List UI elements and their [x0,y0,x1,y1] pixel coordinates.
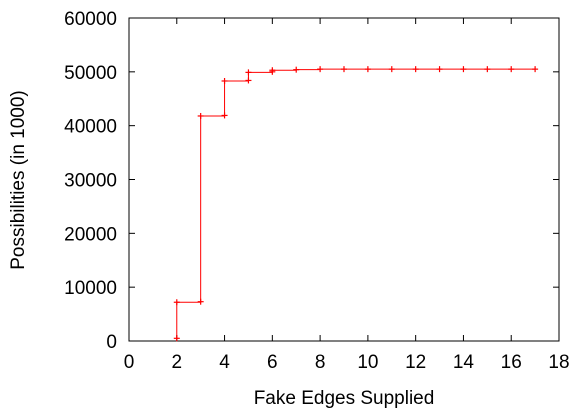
y-tick-label: 10000 [64,278,117,299]
y-tick-label: 20000 [64,224,117,245]
x-tick-label: 10 [357,352,378,373]
x-tick-label: 2 [171,352,182,373]
y-tick-label: 30000 [64,171,117,192]
data-point [197,298,204,305]
data-point [341,66,347,73]
x-axis: 0 2 4 6 8 10 12 14 16 18 [124,18,570,373]
y-tick-label: 0 [106,332,117,353]
x-axis-label: Fake Edges Supplied [254,388,435,409]
series-step-line [176,68,536,339]
y-tick-label: 50000 [64,63,117,84]
data-point [269,67,276,74]
x-tick-label: 12 [405,352,426,373]
data-point [173,299,180,306]
data-point [532,66,539,73]
data-point [245,77,252,84]
data-point [388,66,395,73]
x-tick-label: 0 [124,352,135,373]
series-markers [173,66,539,342]
data-point [460,66,467,73]
x-tick-label: 14 [453,352,475,373]
x-tick-label: 4 [219,352,230,373]
data-point [317,66,324,73]
data-point [173,335,180,342]
data-point [436,66,443,73]
x-tick-label: 8 [315,352,326,373]
y-tick-label: 60000 [64,9,117,30]
data-point [221,112,228,119]
data-point [293,66,300,73]
x-tick-label: 16 [501,352,522,373]
data-point [484,66,491,73]
data-point [245,69,252,76]
y-axis-label: Possibilities (in 1000) [8,90,29,270]
data-point [197,112,204,119]
y-tick-label: 40000 [64,117,117,138]
x-tick-label: 18 [548,352,569,373]
data-point [508,66,515,73]
data-point [364,66,371,73]
data-point [412,66,419,73]
y-axis: 0 10000 20000 30000 40000 50000 60000 [64,9,559,353]
x-tick-label: 6 [267,352,278,373]
data-point [221,77,228,84]
